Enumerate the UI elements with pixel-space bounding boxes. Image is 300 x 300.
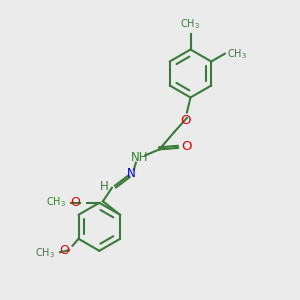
Text: CH$_3$: CH$_3$ — [227, 47, 247, 61]
Text: NH: NH — [131, 151, 148, 164]
Text: CH$_3$: CH$_3$ — [34, 247, 55, 260]
Text: CH$_3$: CH$_3$ — [46, 195, 66, 209]
Text: O: O — [181, 140, 191, 153]
Text: O: O — [59, 244, 69, 257]
Text: H: H — [100, 180, 108, 193]
Text: O: O — [180, 114, 191, 127]
Text: O: O — [70, 196, 80, 209]
Text: CH$_3$: CH$_3$ — [181, 18, 200, 32]
Text: N: N — [127, 167, 136, 180]
